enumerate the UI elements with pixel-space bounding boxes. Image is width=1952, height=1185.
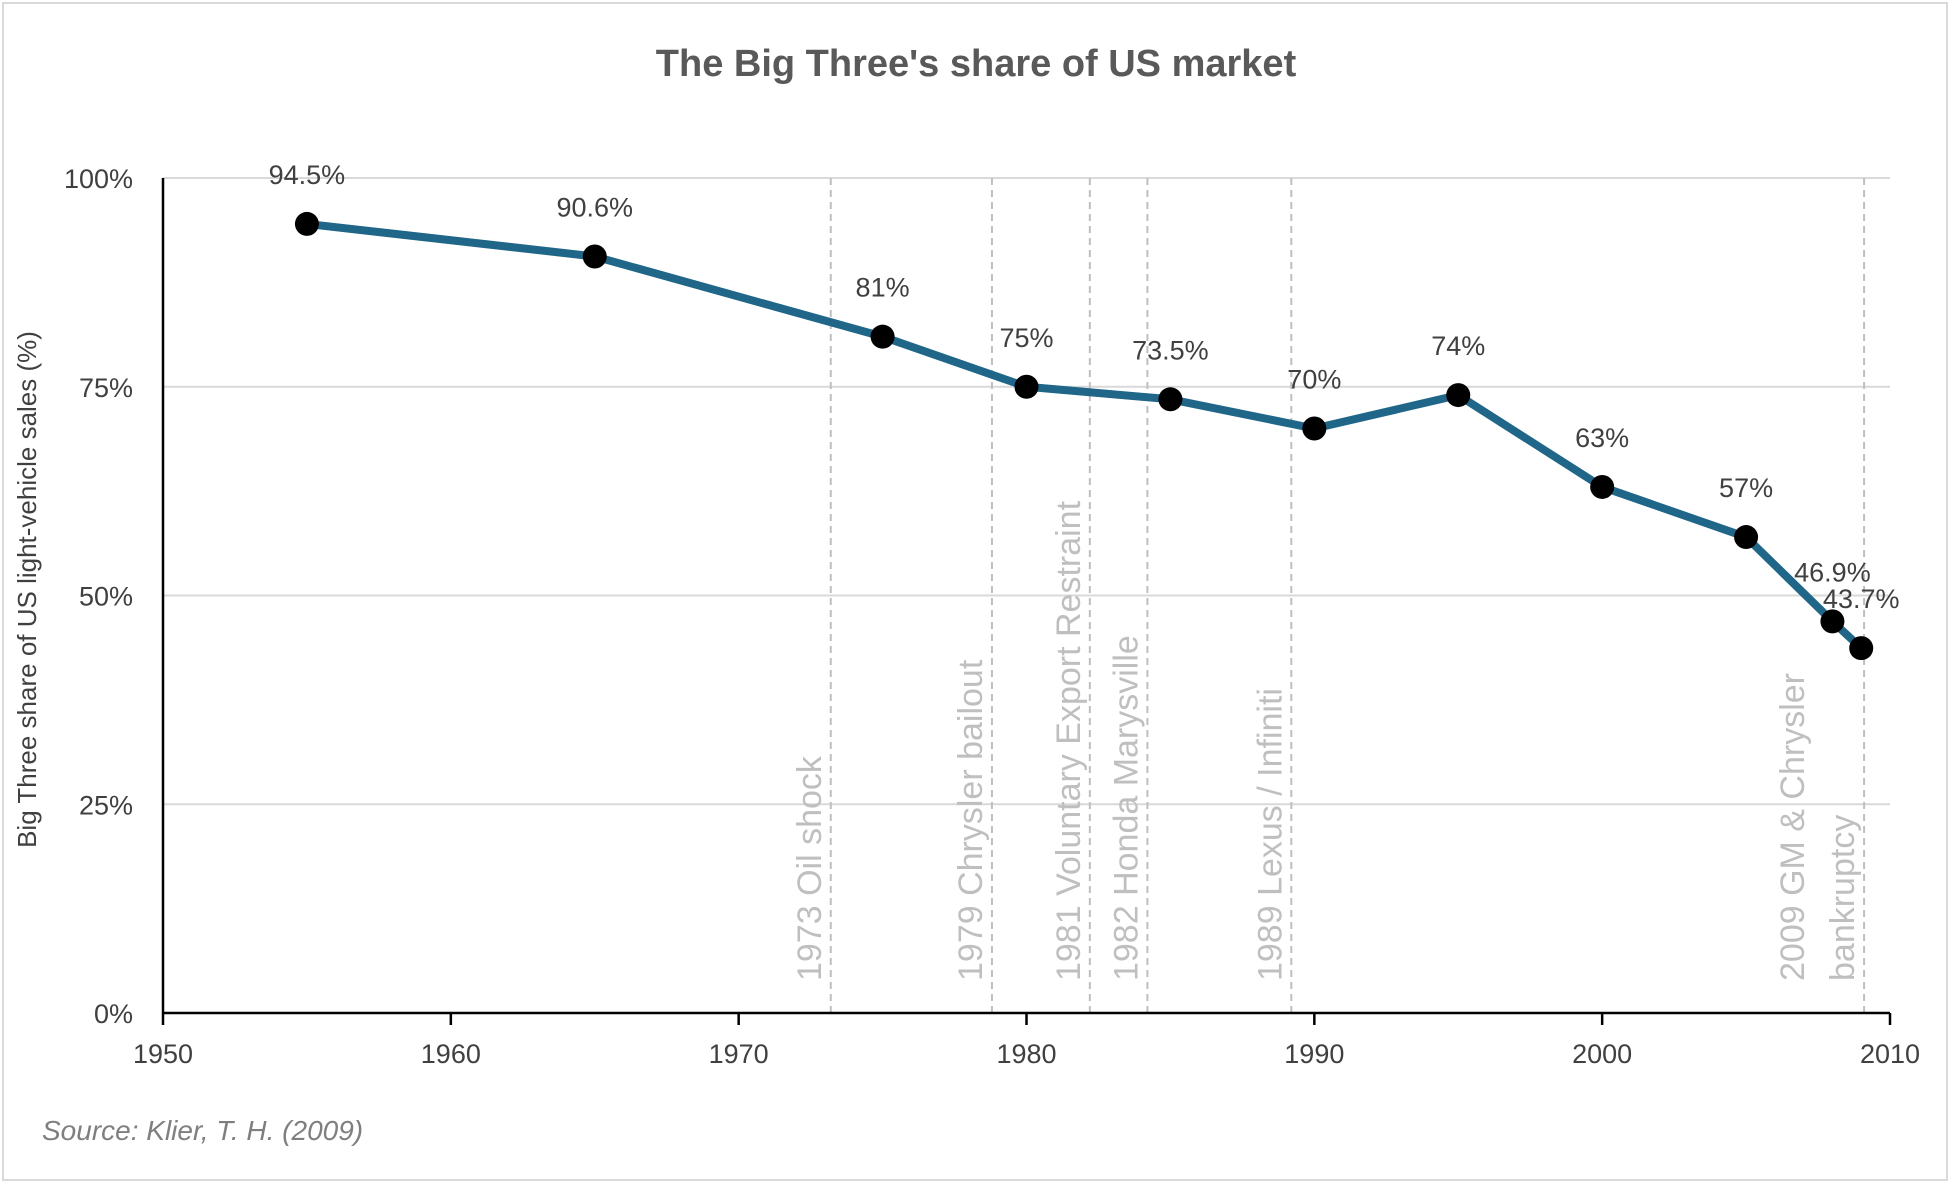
x-tick-label: 1980 — [996, 1039, 1056, 1069]
data-point — [1734, 525, 1759, 550]
data-point — [1302, 416, 1327, 441]
event-label: 2009 GM & Chrysler — [1774, 673, 1812, 981]
data-label: 90.6% — [556, 192, 633, 222]
y-tick-label: 75% — [79, 373, 133, 403]
y-axis-label: Big Three share of US light-vehicle sale… — [12, 331, 42, 848]
x-tick-label: 1990 — [1284, 1039, 1344, 1069]
y-tick-label: 100% — [64, 164, 133, 194]
x-tick-label: 1960 — [421, 1039, 481, 1069]
x-tick-label: 1950 — [133, 1039, 193, 1069]
data-label: 57% — [1719, 473, 1773, 503]
data-point — [1849, 636, 1874, 661]
data-label: 73.5% — [1132, 335, 1209, 365]
data-series — [294, 211, 1874, 661]
tick-labels: 0% 25% 50% 75% 100% 1950 1960 1970 1980 1990 2000 2… — [64, 164, 1920, 1069]
data-label: 81% — [856, 273, 910, 303]
chart-title: The Big Three's share of US market — [656, 43, 1297, 85]
data-point — [870, 324, 895, 349]
data-point — [1158, 387, 1183, 412]
event-label: 1979 Chrysler bailout — [952, 659, 990, 981]
event-label: 1989 Lexus / Infiniti — [1251, 688, 1289, 981]
y-tick-label: 0% — [94, 999, 133, 1029]
data-label: 46.9% — [1794, 557, 1871, 587]
event-label: 1982 Honda Marysville — [1107, 635, 1145, 981]
event-label: bankruptcy — [1824, 815, 1862, 981]
data-point — [294, 211, 319, 236]
x-tick-label: 1970 — [709, 1039, 769, 1069]
event-label: 1981 Voluntary Export Restraint — [1050, 500, 1088, 981]
data-point — [1446, 383, 1471, 408]
event-label: 1973 Oil shock — [791, 755, 829, 981]
gridlines — [163, 177, 1890, 806]
data-label: 94.5% — [269, 160, 346, 190]
data-label: 74% — [1431, 331, 1485, 361]
data-labels: 94.5% 90.6% 81% 75% 73.5% 70% 74% 63% 57% 46.9%43… — [269, 160, 1900, 614]
data-point — [1590, 474, 1615, 499]
data-label: 43.7% — [1823, 584, 1900, 614]
data-label: 70% — [1287, 365, 1341, 395]
axes — [161, 178, 1892, 1025]
data-point — [1014, 374, 1039, 399]
data-point — [1820, 609, 1845, 634]
x-tick-label: 2010 — [1860, 1039, 1920, 1069]
data-label: 63% — [1575, 423, 1629, 453]
event-markers: 1973 Oil shock 1979 Chrysler bailout 1981 … — [791, 178, 1866, 1013]
data-point — [582, 244, 607, 269]
data-label: 75% — [999, 323, 1053, 353]
source-note: Source: Klier, T. H. (2009) — [42, 1115, 363, 1146]
y-tick-label: 50% — [79, 582, 133, 612]
x-tick-label: 2000 — [1572, 1039, 1632, 1069]
y-tick-label: 25% — [79, 790, 133, 820]
